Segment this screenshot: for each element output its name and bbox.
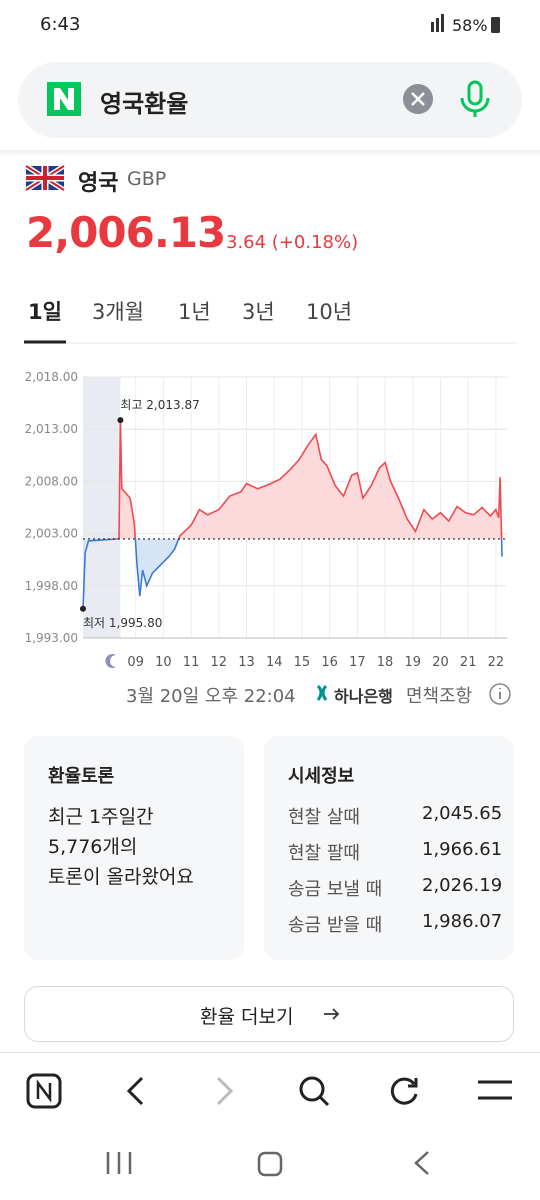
x-tick-label: 12 (211, 655, 228, 670)
tab[interactable]: 3년 (242, 300, 275, 324)
tab[interactable]: 1일 (28, 300, 62, 324)
y-tick-label: 2,003.00 (25, 527, 78, 541)
quote-value: 1,986.07 (422, 911, 503, 932)
bank-name: 하나은행 (334, 687, 393, 706)
search-handle (318, 1095, 330, 1107)
clear-x (411, 92, 425, 106)
x-tick-label: 17 (349, 655, 366, 670)
home-button[interactable] (26, 1073, 62, 1109)
x-tick-label: 21 (460, 655, 477, 670)
quote-label: 현찰 팔때 (288, 843, 360, 864)
y-tick-label: 2,018.00 (25, 370, 78, 384)
home-n (36, 1079, 52, 1103)
nav-divider (0, 1052, 540, 1053)
more-arrow (324, 1008, 340, 1020)
reload-button[interactable] (390, 1077, 418, 1105)
status-icons (431, 14, 500, 33)
y-tick-label: 1,998.00 (25, 579, 78, 593)
rate-change: 3.64 (+0.18%) (226, 232, 359, 253)
x-tick-label: 18 (377, 655, 394, 670)
search-bar[interactable] (18, 62, 522, 138)
search-button[interactable] (299, 1076, 325, 1102)
quote-value: 1,966.61 (422, 839, 503, 860)
quote-title: 시세정보 (288, 766, 355, 787)
area-up (83, 420, 502, 539)
info-icon[interactable] (489, 683, 511, 705)
line-down (82, 538, 503, 609)
tab[interactable]: 3개월 (92, 300, 145, 324)
up-arrow (209, 239, 219, 246)
x-tick-label: 13 (238, 655, 255, 670)
discussion-line: 토론이 올라왔어요 (48, 866, 194, 888)
y-tick-label: 2,008.00 (25, 474, 78, 488)
back-button[interactable] (126, 1076, 144, 1106)
rate: 2,006.13 (26, 208, 226, 257)
chart: 2,018.00 2,013.00 2,008.00 2,003.00 1,998.00… (25, 370, 507, 670)
battery-icon (491, 17, 500, 33)
x-tick-label: 16 (321, 655, 338, 670)
discussion-card[interactable] (24, 736, 244, 960)
line-up (105, 420, 503, 539)
signal (436, 18, 439, 32)
forward-button[interactable] (216, 1076, 234, 1106)
y-tick-label: 1,993.00 (25, 631, 78, 645)
x-tick-label: 15 (294, 655, 311, 670)
signal (431, 22, 434, 32)
x-tick-label: 22 (488, 655, 505, 670)
x-tick-label: 09 (127, 655, 144, 670)
x-tick-label: 10 (155, 655, 172, 670)
uk-flag (24, 163, 66, 193)
quote-label: 송금 받을 때 (288, 915, 383, 936)
mic-stand (460, 97, 490, 117)
quote-label: 송금 보낼 때 (288, 879, 383, 900)
quote-label: 현찰 살때 (288, 807, 360, 828)
timestamp: 3월 20일 오후 22:04 (126, 686, 296, 707)
battery: 58% (452, 16, 488, 35)
night-icon (105, 654, 116, 668)
quote-value: 2,026.19 (422, 875, 503, 896)
night-shade (83, 377, 121, 638)
discussion-line: 5,776개의 (48, 836, 138, 858)
signal (441, 14, 444, 32)
recents-button[interactable] (106, 1152, 132, 1174)
flag-cross-red (26, 166, 64, 190)
discussion-line: 최근 1주일간 (48, 806, 154, 828)
x-tick-label: 20 (432, 655, 449, 670)
more-button-label[interactable]: 환율 더보기 (200, 1006, 294, 1028)
system-home[interactable] (257, 1151, 283, 1177)
divider (0, 150, 540, 156)
menu-button[interactable] (478, 1080, 512, 1100)
x-tick-label: 19 (405, 655, 422, 670)
x-tick-label: 14 (266, 655, 283, 670)
bank-logo (316, 684, 328, 701)
discussion-title: 환율토론 (48, 766, 115, 787)
disclaimer[interactable]: 면책조항 (406, 686, 473, 707)
annotation-label: 최고 2,013.87 (120, 398, 199, 412)
annotation-dot (117, 417, 124, 424)
y-tick-label: 2,013.00 (25, 422, 78, 436)
currency-code: GBP (127, 168, 167, 190)
quote-card (264, 736, 514, 960)
tab[interactable]: 1년 (178, 300, 211, 324)
system-back[interactable] (414, 1151, 429, 1175)
mic-button[interactable] (460, 80, 490, 117)
tab[interactable]: 10년 (306, 300, 353, 324)
mic-body (467, 80, 483, 106)
annotation-dot (80, 605, 86, 612)
quote-value: 2,045.65 (422, 803, 503, 824)
naver-logo-n (54, 88, 74, 110)
annotation-label: 최저 1,995.80 (83, 616, 162, 630)
search-query[interactable]: 영국환율 (100, 90, 189, 118)
status-time: 6:43 (40, 14, 81, 35)
more-button[interactable] (24, 986, 514, 1042)
currency-name: 영국 (78, 171, 119, 196)
x-tick-label: 11 (183, 655, 200, 670)
